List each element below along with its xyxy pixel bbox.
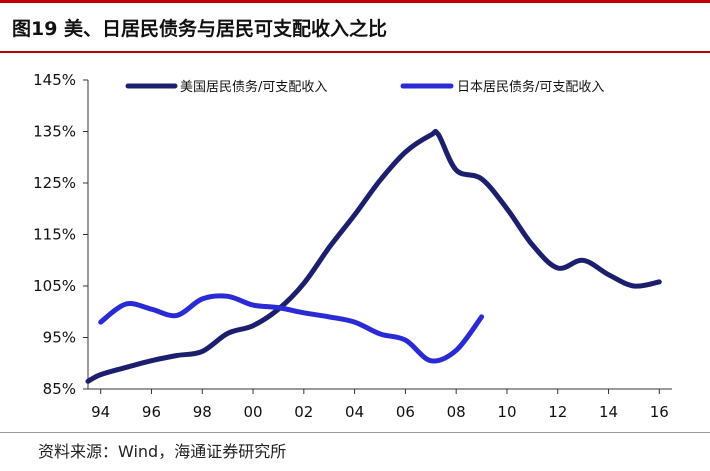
source-note: 资料来源：Wind，海通证券研究所 xyxy=(38,442,287,461)
series-lines xyxy=(85,128,662,384)
us-household-debt-line xyxy=(85,128,662,384)
tick-labels: 85% 95% 105% 115% 125% 135% 145% 94 96 98 00 02 04 06… xyxy=(33,71,669,421)
x-tick-label: 00 xyxy=(243,403,262,421)
legend-item-us: 美国居民债务/可支配收入 xyxy=(125,79,327,95)
y-tick-label: 145% xyxy=(33,71,76,89)
legend-item-japan: 日本居民债务/可支配收入 xyxy=(400,79,604,95)
title-rule xyxy=(0,51,710,53)
y-tick-label: 135% xyxy=(33,123,76,141)
x-tick-label: 98 xyxy=(193,403,212,421)
axes xyxy=(83,79,672,394)
x-tick-label: 12 xyxy=(548,403,567,421)
figure-title: 图19 美、日居民债务与居民可支配收入之比 xyxy=(12,18,388,40)
y-tick-label: 95% xyxy=(43,329,76,347)
x-tick-label: 06 xyxy=(396,403,415,421)
legend: 美国居民债务/可支配收入 日本居民债务/可支配收入 xyxy=(125,79,604,95)
bottom-rule xyxy=(0,432,710,433)
x-tick-label: 10 xyxy=(497,403,516,421)
japan-household-debt-line xyxy=(98,293,485,364)
y-tick-label: 85% xyxy=(43,380,76,398)
x-tick-label: 02 xyxy=(294,403,313,421)
x-tick-label: 04 xyxy=(345,403,364,421)
top-rule xyxy=(0,0,710,3)
x-tick-label: 16 xyxy=(650,403,669,421)
x-tick-label: 94 xyxy=(91,403,110,421)
legend-label: 日本居民债务/可支配收入 xyxy=(457,79,604,95)
y-tick-label: 125% xyxy=(33,174,76,192)
legend-label: 美国居民债务/可支配收入 xyxy=(180,79,327,95)
y-tick-label: 115% xyxy=(33,226,76,244)
y-tick-label: 105% xyxy=(33,277,76,295)
x-tick-label: 14 xyxy=(599,403,618,421)
x-tick-label: 96 xyxy=(142,403,161,421)
x-tick-label: 08 xyxy=(447,403,466,421)
